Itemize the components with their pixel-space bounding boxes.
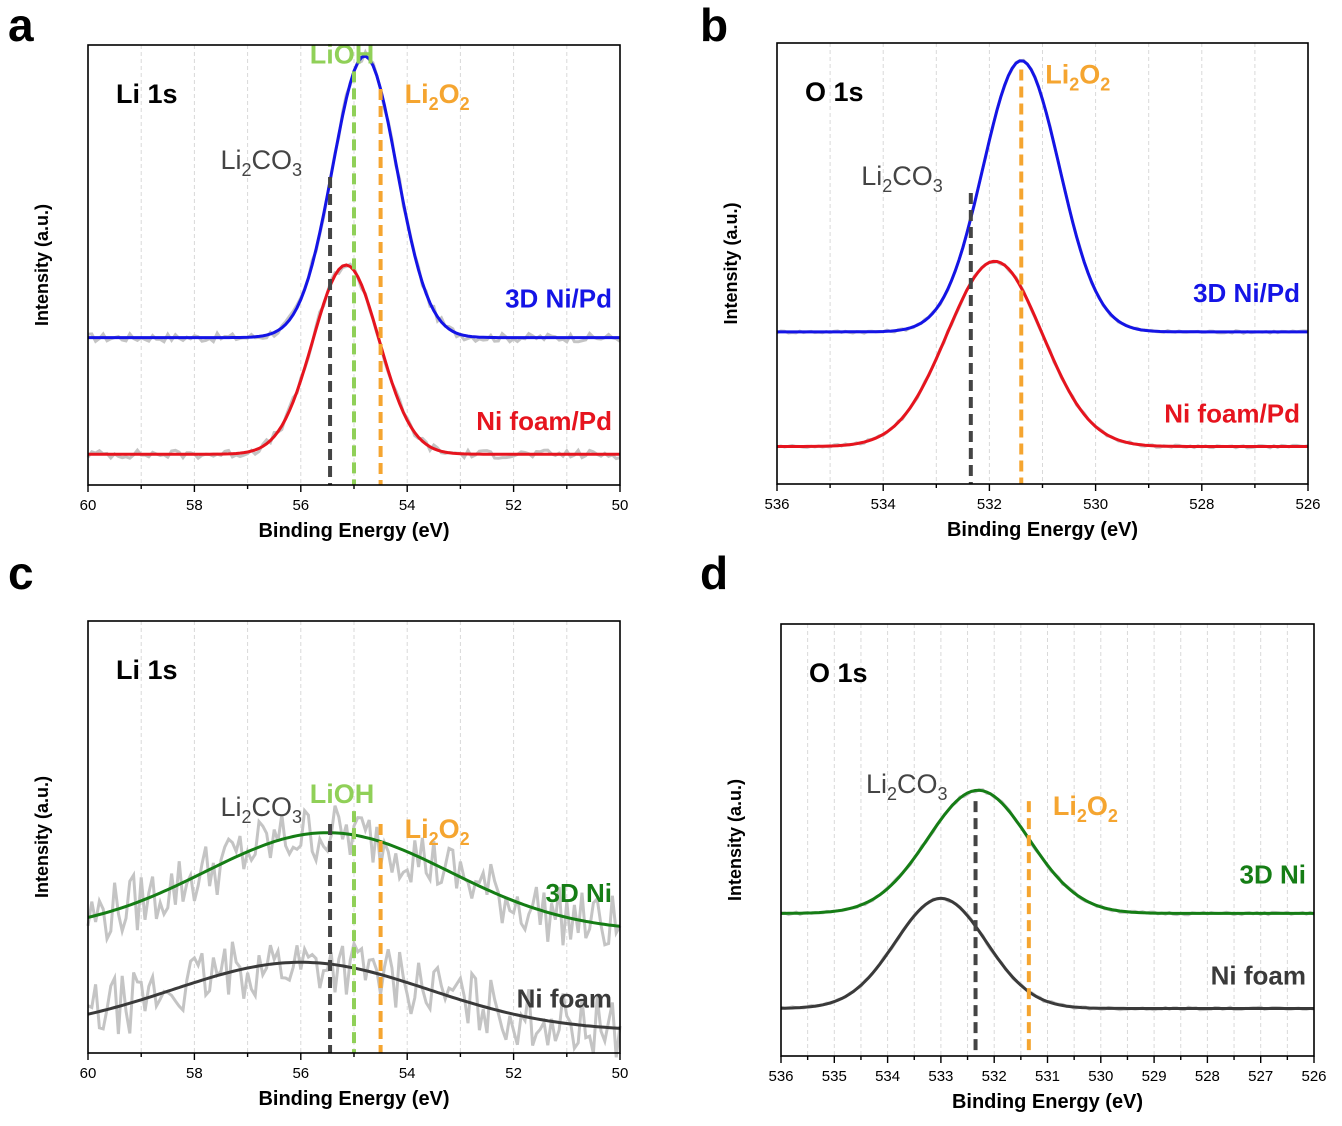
chart-panel-d: 3D Ni Ni foam Li2CO3 Li2O2 536 535 534 533 532 53… — [725, 623, 1327, 1113]
chart-b-xtick-label: 534 — [871, 496, 896, 513]
chart-a-series-label-0: 3D Ni/Pd — [505, 284, 612, 314]
chart-d-ylabel: Intensity (a.u.) — [725, 779, 745, 901]
chart-a-series-1 — [88, 263, 620, 456]
chart-b-xtick-label: 532 — [977, 496, 1002, 513]
chart-c-xtick-label: 56 — [292, 1065, 309, 1082]
chart-a-ylabel: Intensity (a.u.) — [32, 204, 52, 326]
chart-d-xtick-label: 532 — [982, 1068, 1007, 1085]
chart-panel-a: 3D Ni/Pd Ni foam/Pd Li2CO3 LiOH Li2O2 60 58 56 5… — [32, 39, 629, 542]
chart-b-ylabel: Intensity (a.u.) — [721, 202, 741, 324]
chart-d-series-label-0: 3D Ni — [1240, 859, 1306, 889]
chart-a-xtick-label: 58 — [186, 497, 203, 514]
chart-d-ref-label-1: Li2O2 — [1053, 791, 1118, 826]
chart-c-xtick-label: 52 — [505, 1065, 522, 1082]
chart-b-series-label-0: 3D Ni/Pd — [1193, 278, 1300, 308]
chart-b-xlabel: Binding Energy (eV) — [947, 519, 1138, 541]
panel-letter-c: c — [8, 547, 34, 599]
chart-d-grid — [780, 624, 1315, 1056]
chart-d-xtick-label: 526 — [1301, 1068, 1326, 1085]
chart-d-xtick-label: 528 — [1195, 1068, 1220, 1085]
chart-d-xtick-label: 536 — [768, 1068, 793, 1085]
chart-d-xlabel: Binding Energy (eV) — [952, 1091, 1143, 1113]
chart-c-xtick-label: 50 — [612, 1065, 629, 1082]
chart-d-title: O 1s — [809, 658, 868, 688]
chart-d-xtick-label: 533 — [928, 1068, 953, 1085]
chart-d-xtick-label: 534 — [875, 1068, 900, 1085]
chart-c-series-label-1: Ni foam — [517, 983, 612, 1013]
chart-c-ref-label-2: Li2O2 — [405, 814, 470, 849]
chart-a-xlabel: Binding Energy (eV) — [258, 520, 449, 542]
chart-a-ref-label-1: LiOH — [310, 39, 375, 69]
chart-b-ref-label-0: Li2CO3 — [861, 161, 943, 196]
chart-b-xtick-label: 526 — [1295, 496, 1320, 513]
chart-c-raw-1 — [87, 938, 622, 1058]
chart-c-series-label-0: 3D Ni — [546, 878, 612, 908]
panel-letter-b: b — [700, 0, 729, 51]
chart-d-xtick-label: 529 — [1142, 1068, 1167, 1085]
chart-c-xtick-label: 58 — [186, 1065, 203, 1082]
chart-a-ref-label-2: Li2O2 — [405, 79, 470, 114]
chart-c-xtick-label: 54 — [399, 1065, 416, 1082]
chart-d-series-1 — [780, 896, 1314, 1010]
chart-d-xtick-label: 531 — [1035, 1068, 1060, 1085]
chart-c-ylabel: Intensity (a.u.) — [32, 776, 52, 898]
panel-letter-a: a — [8, 0, 34, 51]
chart-b-series-label-1: Ni foam/Pd — [1164, 399, 1300, 429]
chart-b-xtick-label: 536 — [764, 496, 789, 513]
chart-d-xtick-label: 535 — [822, 1068, 847, 1085]
chart-b-title: O 1s — [805, 77, 864, 107]
chart-a-xtick-label: 52 — [505, 497, 522, 514]
chart-b-xtick-label: 528 — [1189, 496, 1214, 513]
chart-d-series-0 — [781, 788, 1314, 915]
chart-a-title: Li 1s — [116, 79, 178, 109]
chart-a-ref-label-0: Li2CO3 — [221, 145, 303, 180]
chart-c-ref-label-1: LiOH — [310, 779, 375, 809]
chart-c-xlabel: Binding Energy (eV) — [258, 1088, 449, 1110]
chart-b-series-0 — [777, 59, 1308, 334]
chart-b-ref-label-1: Li2O2 — [1045, 59, 1110, 94]
chart-a-xtick-label: 60 — [80, 497, 97, 514]
chart-c-ref-label-0: Li2CO3 — [221, 792, 303, 827]
chart-d-xtick-label: 527 — [1248, 1068, 1273, 1085]
chart-b-series-1 — [777, 259, 1308, 448]
chart-c-xtick-label: 60 — [80, 1065, 97, 1082]
chart-a-series-0 — [88, 54, 620, 340]
chart-a-xtick-label: 54 — [399, 497, 416, 514]
panel-letter-d: d — [700, 547, 729, 599]
chart-a-series-label-1: Ni foam/Pd — [476, 406, 612, 436]
chart-panel-b: 3D Ni/Pd Ni foam/Pd Li2CO3 Li2O2 536 534 532 53… — [721, 42, 1321, 541]
chart-a-xtick-label: 56 — [292, 497, 309, 514]
chart-d-xtick-label: 530 — [1088, 1068, 1113, 1085]
chart-c-title: Li 1s — [116, 655, 178, 685]
chart-b-xtick-label: 530 — [1083, 496, 1108, 513]
chart-a-xtick-label: 50 — [612, 497, 629, 514]
chart-d-series-label-1: Ni foam — [1211, 960, 1306, 990]
chart-d-ref-label-0: Li2CO3 — [866, 769, 948, 804]
